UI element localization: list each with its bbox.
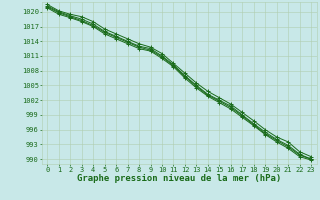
X-axis label: Graphe pression niveau de la mer (hPa): Graphe pression niveau de la mer (hPa) (77, 174, 281, 183)
